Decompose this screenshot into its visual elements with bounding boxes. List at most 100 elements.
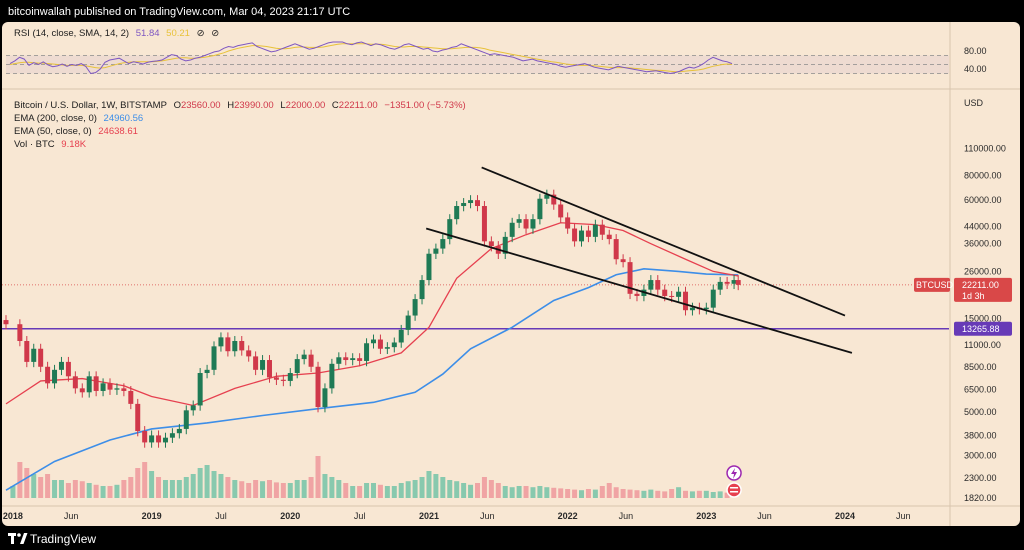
- volume-bar: [384, 486, 390, 498]
- bolt-icon: [731, 468, 738, 479]
- candle: [731, 275, 737, 290]
- candle: [648, 275, 654, 295]
- candle: [121, 383, 127, 397]
- time-axis-tick: 2022: [558, 511, 578, 521]
- candle-body: [114, 388, 120, 390]
- candle: [613, 234, 619, 265]
- candle: [606, 229, 612, 245]
- candle-body: [391, 342, 397, 348]
- volume-bar: [45, 474, 51, 498]
- candle: [551, 189, 557, 210]
- volume-bar: [454, 481, 460, 498]
- candle: [516, 214, 522, 229]
- candle: [461, 198, 467, 212]
- ohlc-o: O23560.00: [173, 100, 221, 111]
- price-axis-tick: 80000.00: [964, 171, 1002, 181]
- candle: [322, 383, 328, 413]
- candle-body: [162, 437, 168, 443]
- candle-body: [100, 383, 106, 391]
- candle-body: [669, 295, 675, 297]
- us-flag-icon-stripe: [730, 491, 739, 493]
- candle-body: [419, 280, 425, 300]
- candle-body: [648, 280, 654, 290]
- candle-body: [683, 291, 689, 311]
- volume-bar: [31, 474, 37, 498]
- candle: [329, 358, 335, 394]
- candle-body: [703, 307, 709, 310]
- candle: [266, 355, 272, 383]
- volume-bar: [426, 471, 432, 498]
- chart-panel[interactable]: 80.00 40.00 USD 110000.00 80000.00 60000.00 44…: [2, 22, 1020, 526]
- candle-body: [225, 337, 231, 352]
- time-axis-tick: 2019: [142, 511, 162, 521]
- volume-bar: [461, 483, 467, 498]
- volume-bar: [72, 480, 78, 498]
- candle-body: [735, 280, 741, 285]
- volume-bar: [246, 483, 252, 498]
- volume-bar: [176, 480, 182, 498]
- volume-bar: [475, 483, 480, 498]
- candle: [703, 302, 709, 315]
- candle: [599, 219, 605, 240]
- candle: [294, 354, 300, 379]
- candle-body: [662, 289, 668, 296]
- us-flag-icon: [730, 487, 739, 489]
- volume-bar: [558, 488, 564, 498]
- volume-bar: [641, 490, 647, 498]
- currency-label: USD: [964, 98, 984, 108]
- volume-bar: [24, 468, 30, 498]
- candle: [481, 201, 487, 247]
- volume-bar: [703, 490, 709, 498]
- candle: [405, 310, 411, 336]
- volume-bar: [440, 477, 446, 498]
- candle-body: [502, 236, 508, 254]
- candle: [287, 368, 293, 387]
- price-axis-tick: 3000.00: [964, 451, 997, 461]
- candle: [260, 355, 266, 376]
- candle-body: [149, 435, 155, 443]
- candle-body: [211, 346, 217, 370]
- volume-bar: [350, 486, 356, 498]
- candle: [565, 212, 571, 234]
- volume-bar: [260, 481, 266, 498]
- candle: [419, 275, 425, 305]
- volume-bar: [329, 477, 335, 498]
- volume-bar: [530, 487, 536, 498]
- candle-body: [121, 388, 127, 391]
- volume-bar: [156, 477, 162, 498]
- candle-body: [86, 376, 92, 393]
- us-flag-marker: [726, 482, 742, 498]
- candle: [204, 364, 210, 379]
- volume-bar: [253, 480, 259, 498]
- volume-bar: [128, 477, 134, 498]
- rsi-axis-tick: 40.00: [964, 64, 987, 74]
- candle-body: [509, 222, 515, 237]
- candle-body: [273, 377, 279, 380]
- candle: [468, 195, 474, 209]
- candle: [585, 225, 591, 243]
- candle: [454, 201, 460, 225]
- candle: [530, 214, 536, 234]
- volume-bar: [405, 481, 411, 498]
- candle: [655, 275, 661, 295]
- candle-body: [128, 390, 134, 404]
- chart-svg[interactable]: 80.00 40.00 USD 110000.00 80000.00 60000.00 44…: [2, 22, 1020, 526]
- ema200-legend: EMA (200, close, 0) 24960.56: [14, 113, 147, 124]
- candle: [65, 356, 71, 382]
- price-axis-tick: 1820.00: [964, 493, 997, 503]
- candle: [357, 353, 363, 367]
- volume-bar: [197, 468, 203, 498]
- volume-bar: [599, 486, 605, 498]
- upper-trendline: [481, 166, 846, 317]
- volume-bar: [516, 486, 522, 498]
- vol-label: Vol · BTC: [14, 139, 55, 150]
- candle-body: [523, 219, 529, 229]
- candle-body: [357, 358, 363, 361]
- volume-bar: [717, 491, 723, 498]
- last-price-tag-bg: [954, 277, 1012, 302]
- candle-body: [260, 360, 266, 370]
- volume-bar: [724, 492, 730, 498]
- volume-bar: [142, 462, 148, 498]
- candle: [225, 332, 231, 357]
- candle-body: [17, 324, 23, 341]
